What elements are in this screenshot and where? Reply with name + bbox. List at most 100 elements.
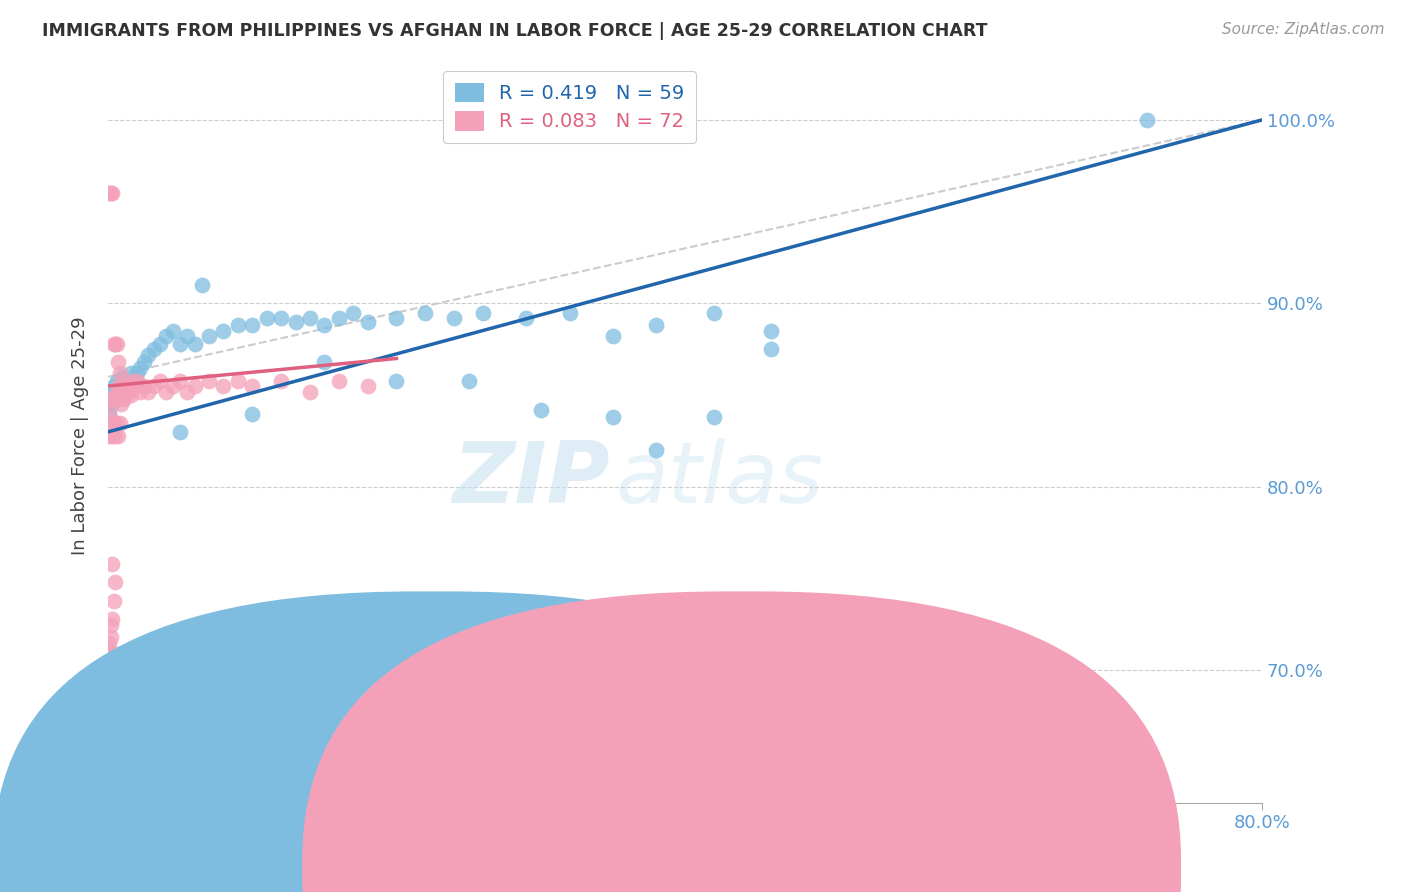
- Y-axis label: In Labor Force | Age 25-29: In Labor Force | Age 25-29: [72, 317, 89, 555]
- Point: [98, 186, 121, 201]
- Point: [122, 374, 145, 388]
- Point: [212, 379, 235, 393]
- Point: [703, 410, 725, 425]
- Point: [117, 384, 139, 399]
- Point: [112, 379, 135, 393]
- Point: [314, 355, 336, 369]
- Point: [530, 402, 553, 417]
- Point: [111, 369, 134, 384]
- Point: [240, 318, 263, 333]
- Point: [148, 709, 170, 723]
- Point: [104, 756, 127, 770]
- Point: [107, 428, 129, 442]
- Point: [169, 425, 191, 439]
- Point: [132, 355, 155, 369]
- Point: [104, 575, 127, 590]
- Point: [198, 374, 221, 388]
- Point: [515, 311, 537, 326]
- Point: [107, 355, 129, 369]
- Point: [108, 379, 131, 393]
- Point: [413, 305, 436, 319]
- Point: [226, 318, 249, 333]
- Point: [114, 374, 136, 388]
- Text: ZIP: ZIP: [453, 438, 610, 521]
- Point: [602, 329, 624, 343]
- Point: [100, 416, 122, 430]
- Point: [108, 384, 131, 399]
- Point: [115, 384, 138, 399]
- Point: [100, 186, 122, 201]
- Point: [108, 416, 131, 430]
- Point: [256, 311, 278, 326]
- Point: [101, 397, 124, 411]
- Point: [122, 374, 145, 388]
- Point: [125, 374, 148, 388]
- Text: Afghans: Afghans: [779, 852, 852, 870]
- Point: [183, 379, 205, 393]
- Point: [98, 407, 121, 421]
- Point: [105, 384, 128, 399]
- Point: [138, 348, 160, 362]
- Point: [104, 392, 127, 406]
- Point: [107, 384, 129, 399]
- Point: [457, 374, 479, 388]
- Point: [110, 397, 132, 411]
- Point: [101, 186, 124, 201]
- Point: [101, 428, 124, 442]
- Point: [101, 645, 124, 659]
- Point: [138, 384, 160, 399]
- Point: [132, 379, 155, 393]
- Point: [108, 366, 131, 380]
- Point: [190, 278, 212, 293]
- Point: [100, 664, 122, 678]
- Point: [198, 329, 221, 343]
- Point: [128, 360, 150, 375]
- Point: [114, 374, 136, 388]
- Point: [472, 305, 495, 319]
- Point: [314, 318, 336, 333]
- Point: [155, 329, 177, 343]
- Point: [103, 737, 125, 751]
- Point: [226, 374, 249, 388]
- Point: [110, 384, 132, 399]
- Point: [328, 311, 350, 326]
- Point: [100, 388, 122, 402]
- Text: Immigrants from Philippines: Immigrants from Philippines: [408, 852, 661, 870]
- Point: [143, 379, 166, 393]
- Text: Source: ZipAtlas.com: Source: ZipAtlas.com: [1222, 22, 1385, 37]
- Point: [356, 379, 378, 393]
- Point: [240, 379, 263, 393]
- Point: [100, 617, 122, 632]
- Point: [270, 311, 292, 326]
- Point: [155, 384, 177, 399]
- Point: [125, 366, 148, 380]
- Point: [270, 374, 292, 388]
- Point: [162, 379, 184, 393]
- Point: [112, 392, 135, 406]
- Point: [703, 305, 725, 319]
- Point: [103, 392, 125, 406]
- Point: [385, 374, 408, 388]
- Point: [103, 416, 125, 430]
- Point: [100, 700, 122, 714]
- Point: [761, 324, 783, 338]
- Point: [98, 428, 121, 442]
- Point: [117, 379, 139, 393]
- Point: [105, 336, 128, 351]
- Point: [149, 374, 172, 388]
- Point: [761, 343, 783, 357]
- Point: [284, 315, 307, 329]
- Point: [101, 714, 124, 729]
- Text: atlas: atlas: [616, 438, 824, 521]
- Point: [183, 336, 205, 351]
- Point: [118, 379, 141, 393]
- Text: IMMIGRANTS FROM PHILIPPINES VS AFGHAN IN LABOR FORCE | AGE 25-29 CORRELATION CHA: IMMIGRANTS FROM PHILIPPINES VS AFGHAN IN…: [42, 22, 987, 40]
- Point: [645, 443, 668, 458]
- Point: [104, 392, 127, 406]
- Point: [104, 336, 127, 351]
- Point: [1135, 112, 1157, 127]
- Point: [103, 336, 125, 351]
- Point: [128, 384, 150, 399]
- Point: [101, 612, 124, 626]
- Point: [98, 645, 121, 659]
